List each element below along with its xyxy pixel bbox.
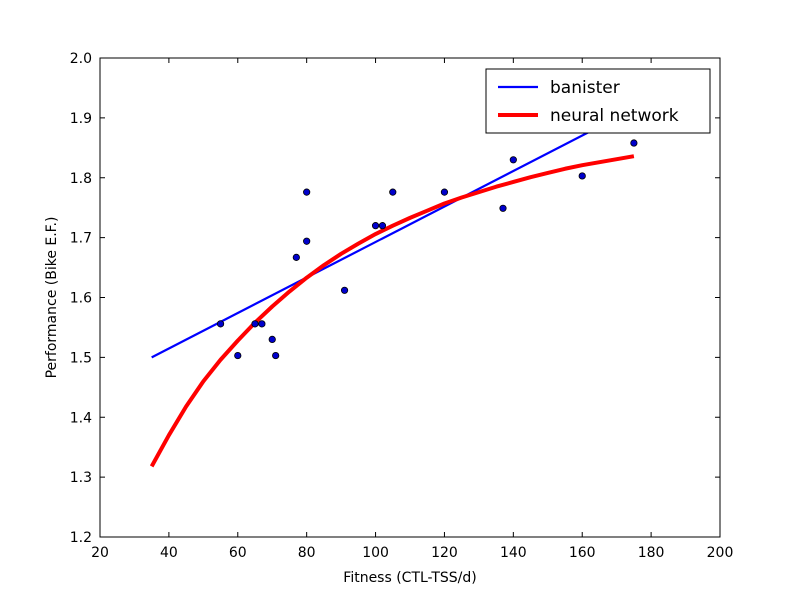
data-point <box>509 156 517 164</box>
x-axis-label: Fitness (CTL-TSS/d) <box>343 570 476 586</box>
x-tick-label: 180 <box>638 545 665 561</box>
x-tick-label: 120 <box>431 545 458 561</box>
y-tick-label: 1.5 <box>70 350 92 366</box>
y-axis-label: Performance (Bike E.F.) <box>44 217 60 379</box>
data-point <box>499 204 507 212</box>
x-tick-label: 100 <box>362 545 389 561</box>
legend: banister neural network <box>485 68 711 134</box>
legend-label-banister: banister <box>550 78 620 98</box>
axis-ticks: 20 40 60 80 100 120 140 160 180 200 1.2 1.3 1.4 1.5 1.… <box>70 51 734 561</box>
x-tick-label: 160 <box>569 545 596 561</box>
y-tick-label: 1.2 <box>70 530 92 546</box>
x-tick-label: 80 <box>298 545 316 561</box>
x-tick-label: 140 <box>500 545 527 561</box>
series-line-banister <box>151 107 635 359</box>
series-line-neural-network <box>149 154 635 468</box>
legend-box <box>485 68 711 134</box>
data-point <box>292 253 300 261</box>
data-point <box>251 320 259 328</box>
plot-area <box>149 107 638 468</box>
data-point <box>216 320 225 328</box>
data-point <box>371 222 380 230</box>
data-point <box>272 351 280 360</box>
x-tick-label: 60 <box>229 545 247 561</box>
data-point <box>258 320 266 328</box>
y-tick-label: 1.8 <box>70 171 92 187</box>
data-point <box>234 351 242 360</box>
data-point <box>303 237 311 245</box>
y-tick-label: 1.9 <box>70 111 92 127</box>
y-tick-label: 1.3 <box>70 470 92 486</box>
plot-content <box>149 107 638 468</box>
data-point <box>303 188 311 196</box>
data-point <box>389 188 397 196</box>
data-point <box>630 139 638 147</box>
y-tick-label: 2.0 <box>70 51 92 67</box>
y-tick-label: 1.6 <box>70 291 92 307</box>
y-tick-label: 1.7 <box>70 231 92 247</box>
data-point <box>440 188 449 196</box>
legend-label-neural-network: neural network <box>550 106 679 126</box>
data-point <box>340 286 349 294</box>
x-tick-label: 200 <box>707 545 734 561</box>
x-tick-label: 40 <box>160 545 178 561</box>
y-tick-label: 1.4 <box>70 410 92 426</box>
data-point <box>378 222 387 230</box>
x-tick-label: 20 <box>91 545 109 561</box>
data-point <box>578 172 586 180</box>
data-point <box>268 335 276 344</box>
